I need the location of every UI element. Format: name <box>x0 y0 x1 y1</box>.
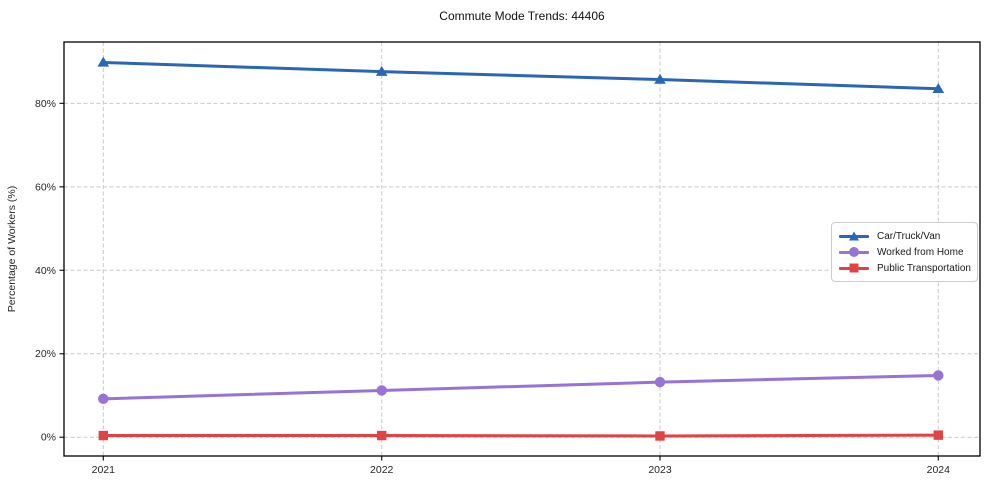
x-tick-2024: 2024 <box>927 464 951 476</box>
legend-swatch <box>839 262 869 274</box>
series-line-circle <box>101 373 940 401</box>
x-tick-2022: 2022 <box>370 464 394 476</box>
y-tick-0: 0% <box>41 432 56 444</box>
square-marker <box>655 431 665 441</box>
x-axis-ticks: 2021 2022 2023 2024 <box>92 464 951 476</box>
legend-item-worked-from-home: Worked from Home <box>839 244 969 260</box>
y-axis-label: Percentage of Workers (%) <box>6 186 18 312</box>
circle-marker-icon <box>849 247 859 257</box>
y-axis-ticks: 0% 20% 40% 60% 80% <box>35 98 56 444</box>
legend: Car/Truck/Van Worked from Home Public Tr… <box>831 222 978 282</box>
square-marker <box>98 430 108 441</box>
y-tick-20: 20% <box>35 348 56 360</box>
data-series <box>97 56 945 441</box>
legend-swatch <box>839 230 869 242</box>
triangle-marker <box>932 82 945 93</box>
legend-item-car-truck-van: Car/Truck/Van <box>839 228 969 244</box>
triangle-marker <box>654 73 666 84</box>
circle-marker <box>654 376 666 388</box>
circle-marker <box>933 370 944 381</box>
legend-label: Worked from Home <box>877 246 964 258</box>
series-line-triangle <box>101 60 940 91</box>
square-marker <box>377 430 387 441</box>
plot-border <box>63 41 981 457</box>
legend-label: Car/Truck/Van <box>877 230 941 242</box>
triangle-marker <box>375 65 388 76</box>
circle-marker <box>98 393 109 405</box>
triangle-marker-icon <box>849 231 859 241</box>
y-tick-60: 60% <box>35 181 56 193</box>
chart-title: Commute Mode Trends: 44406 <box>439 9 605 23</box>
x-tick-2021: 2021 <box>92 464 116 476</box>
gridlines <box>59 42 980 461</box>
legend-swatch <box>839 246 869 258</box>
triangle-marker <box>97 56 110 67</box>
legend-item-public-transportation: Public Transportation <box>839 260 971 276</box>
square-marker <box>933 430 943 440</box>
y-tick-40: 40% <box>35 265 56 277</box>
circle-marker <box>376 385 387 396</box>
x-tick-2023: 2023 <box>648 464 672 476</box>
y-tick-80: 80% <box>35 98 56 110</box>
legend-label: Public Transportation <box>877 262 971 274</box>
square-marker-icon <box>849 263 859 273</box>
series-line-square <box>101 433 940 438</box>
